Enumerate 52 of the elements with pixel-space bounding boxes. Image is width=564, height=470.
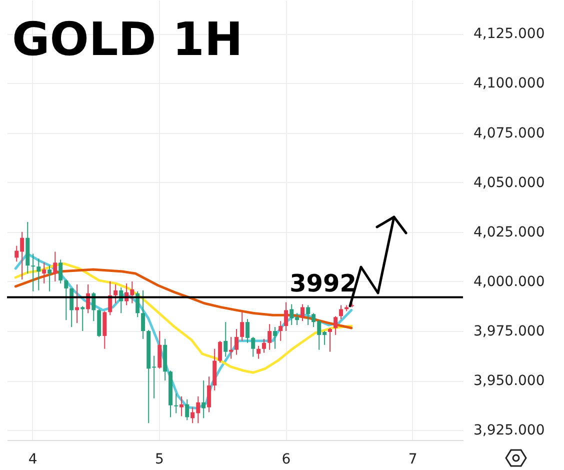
candlestick xyxy=(256,345,261,360)
candlestick xyxy=(328,328,332,352)
candlestick xyxy=(58,259,63,284)
y-tick-label: 4,000.000 xyxy=(474,274,545,290)
x-tick-label: 7 xyxy=(408,452,418,468)
candlestick xyxy=(207,376,212,413)
y-tick-label: 4,100.000 xyxy=(474,76,545,92)
y-tick-label: 3,950.000 xyxy=(474,373,545,390)
candlestick xyxy=(180,396,184,417)
candlestick xyxy=(75,284,80,324)
y-tick-label: 4,075.000 xyxy=(474,125,545,142)
y-tick-label: 4,025.000 xyxy=(474,224,545,240)
candlestick xyxy=(185,398,190,421)
chart-title: GOLD 1H xyxy=(12,12,243,66)
candlestick xyxy=(246,318,250,344)
candlestick xyxy=(234,328,239,356)
candlestick xyxy=(48,265,52,292)
candlestick xyxy=(273,326,278,350)
candlestick xyxy=(80,306,85,332)
candlestick xyxy=(240,312,244,342)
candlestick xyxy=(268,324,272,350)
y-tick-label: 4,050.000 xyxy=(474,174,545,191)
candlestick xyxy=(141,290,146,340)
x-tick-label: 5 xyxy=(155,452,164,468)
candlestick xyxy=(278,320,283,342)
y-tick-label: 4,125.000 xyxy=(474,26,545,42)
candlestick xyxy=(224,322,228,358)
y-tick-label: 3,975.000 xyxy=(474,323,545,340)
candlestick xyxy=(114,284,118,304)
candlestick xyxy=(300,304,305,322)
candlestick xyxy=(174,392,178,414)
candlestick xyxy=(306,304,310,326)
line-series xyxy=(14,262,353,374)
candlestick xyxy=(42,262,46,284)
candlestick xyxy=(229,336,234,360)
x-tick-label: 6 xyxy=(282,452,291,468)
x-tick-label: 4 xyxy=(28,452,38,468)
candlestick xyxy=(339,304,344,320)
candlestick xyxy=(36,258,41,291)
candlestick xyxy=(102,310,107,350)
candlestick xyxy=(31,253,36,292)
y-tick-label: 3,925.000 xyxy=(474,422,545,439)
candlestick xyxy=(218,340,222,364)
candlestick xyxy=(158,330,162,370)
candlestick xyxy=(262,338,266,354)
candlestick xyxy=(251,336,256,358)
candlestick xyxy=(284,302,288,332)
candlestick xyxy=(334,316,338,336)
candlestick xyxy=(64,278,68,321)
candlestick xyxy=(202,380,206,419)
ref-line-label: 3992 xyxy=(290,269,356,298)
candlestick xyxy=(53,251,58,282)
